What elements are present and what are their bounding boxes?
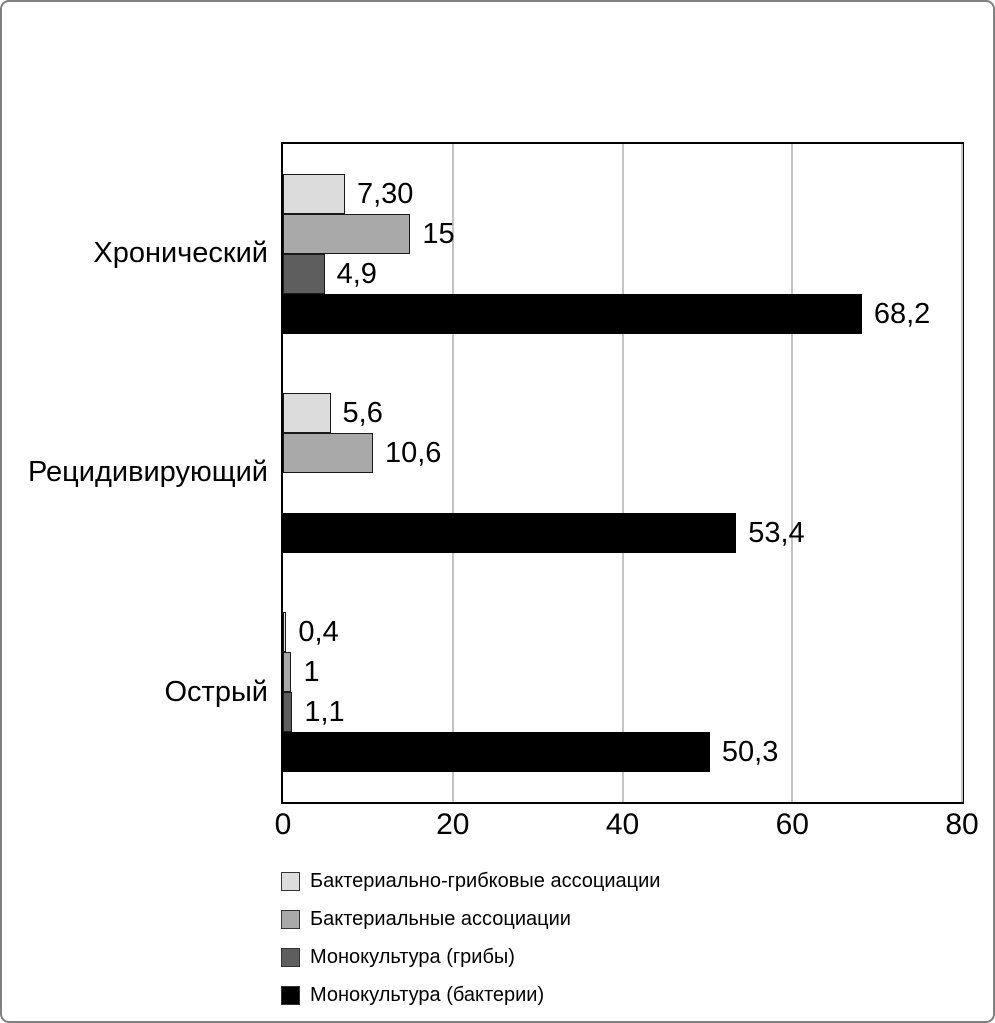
chart-bar	[283, 612, 287, 653]
bar-row: 1,1	[283, 692, 962, 733]
legend: Бактериально-грибковые ассоциации Бактери…	[281, 862, 660, 1014]
bar-row: 68,2	[283, 293, 962, 334]
gridline	[791, 144, 794, 802]
bar-value-label: 1,1	[304, 696, 345, 729]
bar-value-label: 50,3	[721, 736, 779, 769]
bar-row: 50,3	[283, 732, 962, 773]
category-label: Рецидивирующий	[27, 456, 268, 489]
x-tick-label: 20	[436, 808, 470, 841]
bar-value-label: 1	[303, 656, 320, 689]
bar-value-label: 4,9	[336, 257, 377, 290]
bar-row: 1	[283, 652, 962, 693]
legend-item: Бактериальные ассоциации	[281, 900, 660, 938]
chart-bar	[283, 393, 331, 433]
gridline	[621, 144, 624, 802]
legend-label: Монокультура (грибы)	[310, 945, 515, 968]
bar-row: 15	[283, 213, 962, 254]
gridline	[961, 144, 963, 802]
legend-swatch	[281, 947, 300, 967]
chart-bar	[283, 692, 293, 733]
legend-swatch	[281, 985, 300, 1005]
bar-value-label: 5,6	[342, 397, 383, 429]
bar-row: 0,4	[283, 612, 962, 653]
x-tick-label: 0	[274, 808, 292, 841]
category-label: Острый	[164, 675, 268, 708]
chart-bar	[283, 652, 292, 693]
legend-item: Монокультура (грибы)	[281, 938, 660, 976]
chart-bar	[283, 513, 737, 553]
bar-value-label: 10,6	[384, 437, 442, 469]
gridline	[451, 144, 454, 802]
x-tick-label: 80	[945, 808, 979, 841]
bar-value-label: 7,30	[356, 177, 414, 210]
chart-bar	[283, 732, 710, 773]
chart-bar	[283, 173, 345, 214]
bar-row: 10,6	[283, 433, 962, 473]
bar-value-label: 0,4	[298, 616, 339, 649]
x-tick-label: 60	[775, 808, 809, 841]
bar-value-label: 68,2	[873, 297, 931, 330]
chart-bar	[283, 433, 373, 473]
bar-row: 4,9	[283, 253, 962, 294]
legend-label: Монокультура (бактерии)	[310, 983, 545, 1006]
bar-row: 53,4	[283, 513, 962, 553]
legend-label: Бактериальные ассоциации	[310, 907, 571, 930]
chart-bar	[283, 293, 862, 334]
plot-area: 7,30 15 4,9 68,2 5,6 10,6 53,4 0,4 1 1,1 50,3	[281, 142, 964, 804]
legend-swatch	[281, 909, 300, 929]
legend-item: Бактериально-грибковые ассоциации	[281, 862, 660, 900]
legend-swatch	[281, 871, 300, 891]
category-label: Хронический	[93, 237, 268, 270]
chart-bar	[283, 213, 411, 254]
bar-row: 7,30	[283, 173, 962, 214]
bar-row: 5,6	[283, 393, 962, 433]
bar-value-label: 53,4	[748, 517, 805, 549]
legend-label: Бактериально-грибковые ассоциации	[310, 869, 661, 892]
x-tick-label: 40	[605, 808, 640, 841]
chart-bar	[283, 253, 325, 294]
bar-value-label: 15	[422, 217, 455, 250]
legend-item: Монокультура (бактерии)	[281, 976, 660, 1014]
